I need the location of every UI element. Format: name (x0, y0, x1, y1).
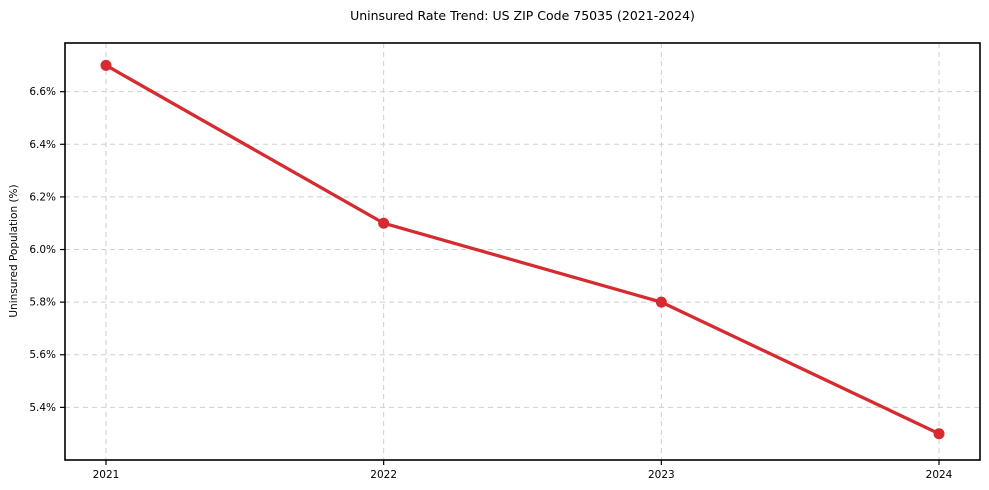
data-point (655, 296, 667, 308)
x-tick-label: 2024 (926, 469, 953, 481)
y-tick-label: 6.2% (29, 191, 56, 203)
data-point (378, 217, 390, 229)
y-tick-label: 5.8% (29, 297, 56, 309)
chart-title: Uninsured Rate Trend: US ZIP Code 75035 … (350, 8, 695, 23)
x-tick-label: 2023 (648, 469, 675, 481)
trend-line (104, 63, 941, 436)
y-tick-label: 6.6% (29, 86, 56, 98)
data-point (100, 59, 112, 71)
y-tick-label: 6.0% (29, 244, 56, 256)
y-tick-label: 5.6% (29, 349, 56, 361)
y-tick-label: 6.4% (29, 139, 56, 151)
data-point (933, 428, 945, 440)
y-tick-label: 5.4% (29, 402, 56, 414)
y-axis-label: Uninsured Population (%) (8, 184, 20, 318)
plot-border (64, 42, 981, 461)
x-tick-label: 2021 (93, 469, 120, 481)
x-tick-label: 2022 (370, 469, 397, 481)
